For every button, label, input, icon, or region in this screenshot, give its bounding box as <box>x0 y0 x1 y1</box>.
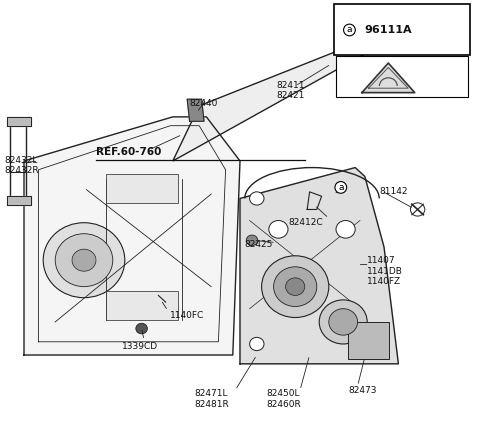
Circle shape <box>336 220 355 238</box>
Circle shape <box>329 309 358 335</box>
Circle shape <box>262 256 329 318</box>
Bar <box>336 56 468 97</box>
Circle shape <box>367 337 382 351</box>
Polygon shape <box>187 99 204 121</box>
Text: 82471L
82481R: 82471L 82481R <box>194 389 229 409</box>
Text: 11407
1141DB
1140FZ: 11407 1141DB 1140FZ <box>367 256 403 286</box>
Text: 82450L
82460R: 82450L 82460R <box>266 389 301 409</box>
Text: 82425: 82425 <box>245 240 273 249</box>
Text: 1140FC: 1140FC <box>170 311 204 320</box>
Circle shape <box>43 223 125 298</box>
Circle shape <box>136 323 147 334</box>
Polygon shape <box>7 196 31 205</box>
Text: 82411
82421: 82411 82421 <box>276 81 304 100</box>
Circle shape <box>269 220 288 238</box>
Bar <box>334 4 470 55</box>
Polygon shape <box>362 63 415 93</box>
Text: 82412C: 82412C <box>288 218 323 227</box>
Text: REF.60-760: REF.60-760 <box>96 147 161 157</box>
Text: a: a <box>338 183 344 192</box>
Bar <box>106 174 178 203</box>
Bar <box>348 322 389 359</box>
Text: 1339CD: 1339CD <box>122 342 158 351</box>
Circle shape <box>250 192 264 205</box>
Circle shape <box>250 337 264 351</box>
Circle shape <box>246 235 258 246</box>
Circle shape <box>286 278 305 295</box>
Polygon shape <box>240 168 398 364</box>
Circle shape <box>55 234 113 287</box>
Circle shape <box>274 267 317 306</box>
Text: 82473: 82473 <box>348 386 376 395</box>
Bar <box>106 291 178 320</box>
Text: 82432L
82432R: 82432L 82432R <box>5 156 39 175</box>
Text: a: a <box>347 26 352 34</box>
Text: 81142: 81142 <box>379 187 408 196</box>
Circle shape <box>410 203 425 216</box>
Circle shape <box>72 249 96 271</box>
Text: 96111A: 96111A <box>365 25 412 35</box>
Polygon shape <box>7 117 31 126</box>
Text: 82440: 82440 <box>190 99 218 108</box>
Circle shape <box>319 300 367 344</box>
Polygon shape <box>24 117 240 355</box>
Polygon shape <box>173 29 410 161</box>
